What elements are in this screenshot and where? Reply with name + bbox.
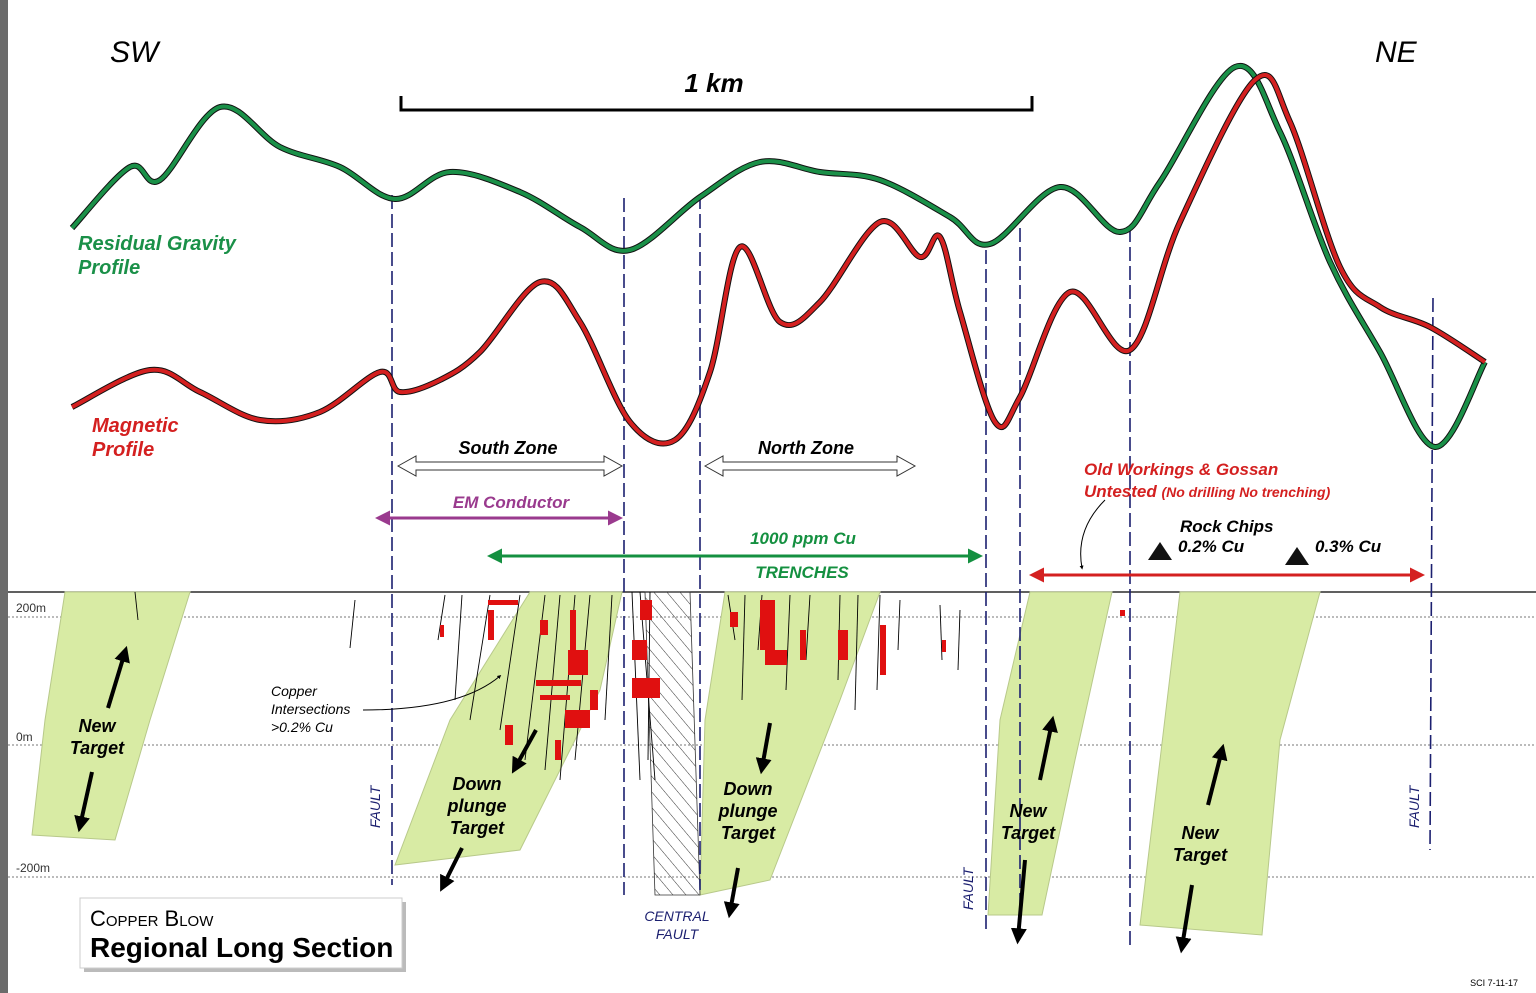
- zone-label: North Zone: [758, 438, 854, 458]
- copper-intersection: [555, 740, 561, 760]
- target-label: New: [78, 716, 116, 736]
- zone-label: 1000 ppm Cu: [750, 529, 856, 548]
- title-main: Regional Long Section: [90, 932, 393, 963]
- drill-trace: [939, 604, 943, 661]
- target-label: plunge: [718, 801, 778, 821]
- target-label: plunge: [447, 796, 507, 816]
- zone-label: TRENCHES: [755, 563, 849, 582]
- pointer: [362, 674, 502, 711]
- copper-intersections: [440, 600, 1125, 760]
- scale-bar: [399, 96, 1034, 112]
- target-label: New: [1181, 823, 1219, 843]
- copper-intersection: [760, 600, 775, 650]
- zone-label: Untested: [1084, 482, 1157, 501]
- target-label: Target: [1001, 823, 1056, 843]
- fault-label: FAULT: [367, 784, 383, 828]
- annotation: Copper: [271, 683, 318, 699]
- copper-intersection: [942, 640, 946, 652]
- elevation-label: -200m: [16, 861, 50, 875]
- direction-label: SW: [110, 36, 161, 69]
- drill-trace: [454, 594, 463, 701]
- gravity-profile: [70, 63, 1487, 449]
- copper-intersection: [536, 680, 581, 686]
- profile-label: Residual Gravity: [78, 233, 237, 255]
- drill-trace: [469, 594, 491, 721]
- rock-chip-label: 0.3% Cu: [1315, 537, 1382, 556]
- copper-intersection: [1120, 610, 1125, 616]
- copper-intersection: [540, 695, 570, 700]
- target-label: New: [1009, 801, 1047, 821]
- profile-label: Magnetic: [92, 415, 179, 437]
- drill-trace: [574, 594, 591, 761]
- copper-intersection: [568, 650, 588, 675]
- drill-trace: [897, 599, 901, 651]
- drill-trace: [499, 594, 521, 731]
- rock-chip-label: Rock Chips: [1180, 517, 1274, 536]
- rock-chip-marker: [1148, 542, 1172, 560]
- drill-trace: [854, 594, 859, 711]
- target-label: Target: [1173, 845, 1228, 865]
- magnetic-profile: [71, 73, 1487, 446]
- rock-chip-marker: [1285, 547, 1309, 565]
- target-label: Target: [721, 823, 776, 843]
- fault-label: FAULT: [656, 926, 700, 942]
- drill-trace: [604, 594, 613, 721]
- copper-intersection: [488, 600, 518, 605]
- copper-intersection: [800, 630, 806, 660]
- drill-trace: [437, 594, 446, 641]
- copper-intersection: [838, 630, 848, 660]
- title-box: [79, 897, 403, 969]
- profile-label: Profile: [92, 439, 154, 461]
- drill-trace: [876, 594, 881, 691]
- target-label: Target: [70, 738, 125, 758]
- fault-label: FAULT: [960, 866, 976, 910]
- copper-intersection: [640, 600, 652, 620]
- copper-intersection: [505, 725, 513, 745]
- target-label: Down: [724, 779, 773, 799]
- copper-intersection: [590, 690, 598, 710]
- fault-label: FAULT: [1406, 784, 1422, 828]
- labels: SW NE 1 km Residual Gravity Profile Magn…: [16, 36, 1518, 988]
- target-label: Target: [450, 818, 505, 838]
- drill-trace: [134, 591, 139, 621]
- drill-trace: [785, 594, 791, 691]
- copper-intersection: [632, 640, 647, 660]
- zone-note: (No drilling No trenching): [1161, 484, 1330, 500]
- copper-intersection: [488, 610, 494, 640]
- zone-label: EM Conductor: [453, 493, 571, 512]
- target-label: Down: [453, 774, 502, 794]
- annotation: Intersections: [271, 701, 350, 717]
- central-fault-zone: [644, 591, 701, 896]
- copper-intersection: [570, 610, 576, 650]
- copper-intersection: [632, 678, 660, 698]
- drill-trace: [957, 609, 961, 671]
- drill-trace: [805, 594, 811, 661]
- movement-arrows: [74, 645, 1228, 954]
- fault-label: CENTRAL: [644, 908, 709, 924]
- footer: SCI 7-11-17: [1470, 978, 1518, 988]
- zone-arrows: [396, 455, 917, 477]
- scale-label: 1 km: [684, 68, 743, 98]
- copper-intersection: [540, 620, 548, 635]
- zone-label: South Zone: [459, 438, 558, 458]
- copper-intersection: [880, 625, 886, 675]
- elevation-label: 0m: [16, 730, 33, 744]
- copper-intersection: [565, 710, 590, 728]
- zone-label: Old Workings & Gossan: [1084, 460, 1278, 479]
- copper-intersection: [730, 612, 738, 627]
- zone-label: Untested (No drilling No trenching): [1084, 482, 1331, 501]
- pointer: [1079, 499, 1106, 570]
- profile-label: Profile: [78, 257, 140, 279]
- drill-trace: [741, 594, 746, 701]
- copper-intersection: [765, 650, 787, 665]
- title-small: Copper Blow: [90, 906, 214, 931]
- elevation-label: 200m: [16, 601, 46, 615]
- copper-intersection: [440, 625, 444, 637]
- direction-label: NE: [1375, 36, 1418, 69]
- drill-trace: [349, 599, 356, 649]
- rock-chip-label: 0.2% Cu: [1178, 537, 1245, 556]
- annotation: >0.2% Cu: [271, 719, 333, 735]
